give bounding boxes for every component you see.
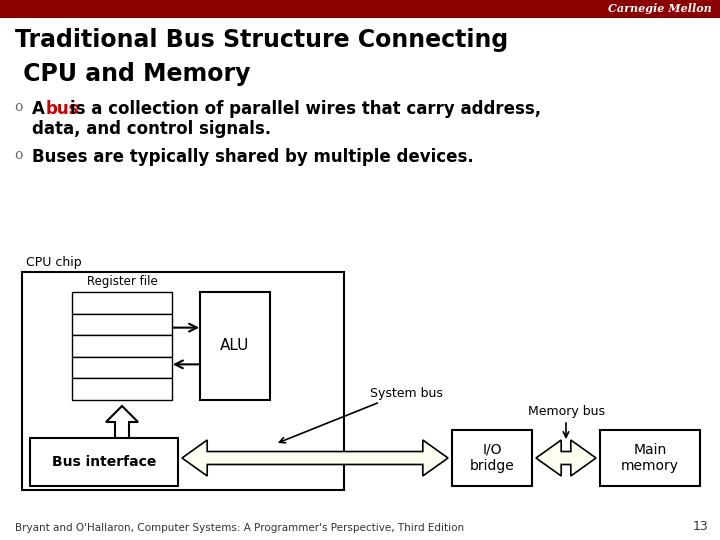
Bar [0,0,720,18]
Bar [30,438,178,486]
Text: data, and control signals.: data, and control signals. [32,120,271,138]
Text: Traditional Bus Structure Connecting: Traditional Bus Structure Connecting [15,28,508,52]
Bar [22,272,344,490]
Text: o: o [14,100,22,114]
Text: 13: 13 [692,520,708,533]
Polygon shape [182,440,448,476]
Text: Bus interface: Bus interface [52,455,156,469]
Bar [600,430,700,486]
Text: Register file: Register file [86,275,158,288]
Text: A: A [32,100,50,118]
Text: is a collection of parallel wires that carry address,: is a collection of parallel wires that c… [70,100,541,118]
Bar [452,430,532,486]
Text: CPU and Memory: CPU and Memory [15,62,251,86]
Bar [72,357,172,379]
Text: System bus: System bus [370,387,443,400]
Text: ALU: ALU [220,339,250,354]
Text: I/O
bridge: I/O bridge [469,443,514,473]
Text: CPU chip: CPU chip [26,256,81,269]
Text: Main
memory: Main memory [621,443,679,473]
Bar [72,292,172,314]
Text: Bryant and O'Hallaron, Computer Systems: A Programmer's Perspective, Third Editi: Bryant and O'Hallaron, Computer Systems:… [15,523,464,533]
Text: bus: bus [46,100,79,118]
Text: Buses are typically shared by multiple devices.: Buses are typically shared by multiple d… [32,148,474,166]
Text: Carnegie Mellon: Carnegie Mellon [608,3,712,15]
Bar [72,379,172,400]
Bar [72,314,172,335]
Polygon shape [536,440,596,476]
Text: Memory bus: Memory bus [528,405,605,418]
Bar [200,292,270,400]
Text: o: o [14,148,22,162]
Polygon shape [106,406,138,480]
Bar [72,335,172,357]
